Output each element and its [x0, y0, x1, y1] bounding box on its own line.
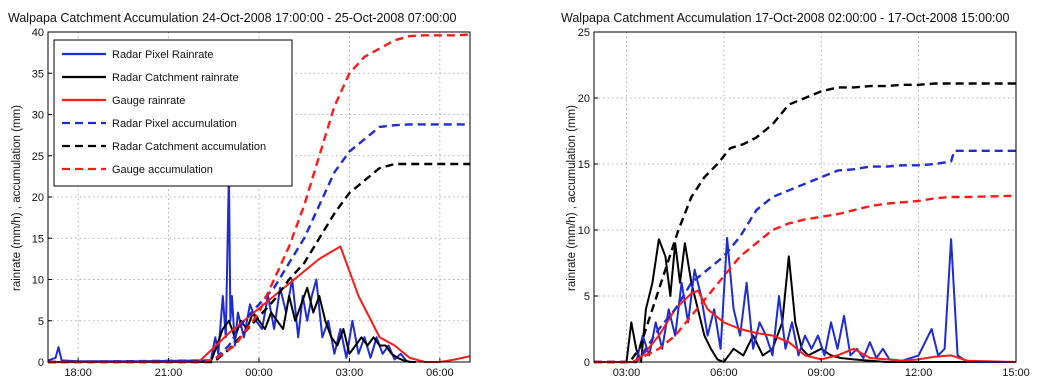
- y-tick-label: 35: [32, 68, 44, 80]
- x-tick-label: 12:00: [905, 367, 933, 379]
- chart-right-title: Walpapa Catchment Accumulation 17-Oct-20…: [561, 11, 1009, 25]
- series-line-left-5: [48, 33, 471, 364]
- chart-left-ylabel: rainrate (mm/h) , accumulation (mm): [11, 105, 23, 291]
- y-tick-label: 5: [38, 316, 44, 328]
- y-tick-label: 40: [32, 27, 44, 39]
- y-tick-label: 15: [32, 233, 44, 245]
- legend-label: Radar Pixel Rainrate: [112, 49, 214, 61]
- chart-left: Walpapa Catchment Accumulation 24-Oct-20…: [8, 11, 471, 379]
- x-tick-label: 18:00: [64, 367, 92, 379]
- series-line-right-4: [594, 149, 1016, 364]
- series-line-right-5: [594, 194, 1017, 364]
- y-tick-label: 10: [32, 275, 44, 287]
- chart-right: Walpapa Catchment Accumulation 17-Oct-20…: [561, 11, 1030, 379]
- y-tick-label: 30: [32, 110, 44, 122]
- series-line-left-0: [47, 171, 416, 363]
- y-tick-label: 25: [32, 151, 44, 163]
- y-tick-label: 15: [578, 159, 590, 171]
- y-tick-label: 20: [32, 192, 44, 204]
- y-tick-label: 5: [584, 291, 590, 303]
- legend-box: [53, 39, 293, 187]
- chart-right-series: [594, 82, 1017, 364]
- axes-frame: [593, 31, 1017, 363]
- legend-label: Radar Pixel accumulation: [112, 118, 237, 130]
- y-tick-label: 0: [584, 357, 590, 369]
- series-line-right-3: [594, 82, 1016, 364]
- x-tick-label: 03:00: [336, 367, 364, 379]
- y-tick-label: 10: [578, 225, 590, 237]
- chart-left-title: Walpapa Catchment Accumulation 24-Oct-20…: [8, 11, 456, 25]
- legend-label: Radar Catchment accumulation: [112, 141, 266, 153]
- legend-label: Gauge rainrate: [112, 95, 185, 107]
- chart-left-ticks: 18:00 21:00 00:00 03:00 06:00 0 5 10 15 20 25 30 35 4…: [32, 27, 454, 379]
- y-tick-label: 0: [38, 357, 44, 369]
- x-tick-label: 15:00: [1002, 367, 1030, 379]
- x-tick-label: 00:00: [245, 367, 273, 379]
- chart-right-ticks: 03:00 06:00 09:00 12:00 15:00 0 5 10 15 20 25: [578, 27, 1030, 379]
- x-tick-label: 06:00: [426, 367, 454, 379]
- x-tick-label: 09:00: [807, 367, 835, 379]
- legend-label: Gauge accumulation: [112, 164, 213, 176]
- x-tick-label: 03:00: [613, 367, 641, 379]
- chart-right-axes: [593, 31, 1017, 363]
- legend-label: Radar Catchment rainrate: [112, 72, 239, 84]
- x-tick-label: 21:00: [155, 367, 183, 379]
- series-line-left-3: [47, 123, 470, 364]
- series-line-right-0: [594, 238, 1016, 363]
- x-tick-label: 06:00: [710, 367, 738, 379]
- y-tick-label: 20: [578, 93, 590, 105]
- chart-right-ylabel: rainrate (mm/h) , accumulation (mm): [566, 105, 578, 291]
- chart-left-legend: Radar Pixel Rainrate Radar Catchment rain…: [53, 39, 293, 187]
- y-tick-label: 25: [578, 27, 590, 39]
